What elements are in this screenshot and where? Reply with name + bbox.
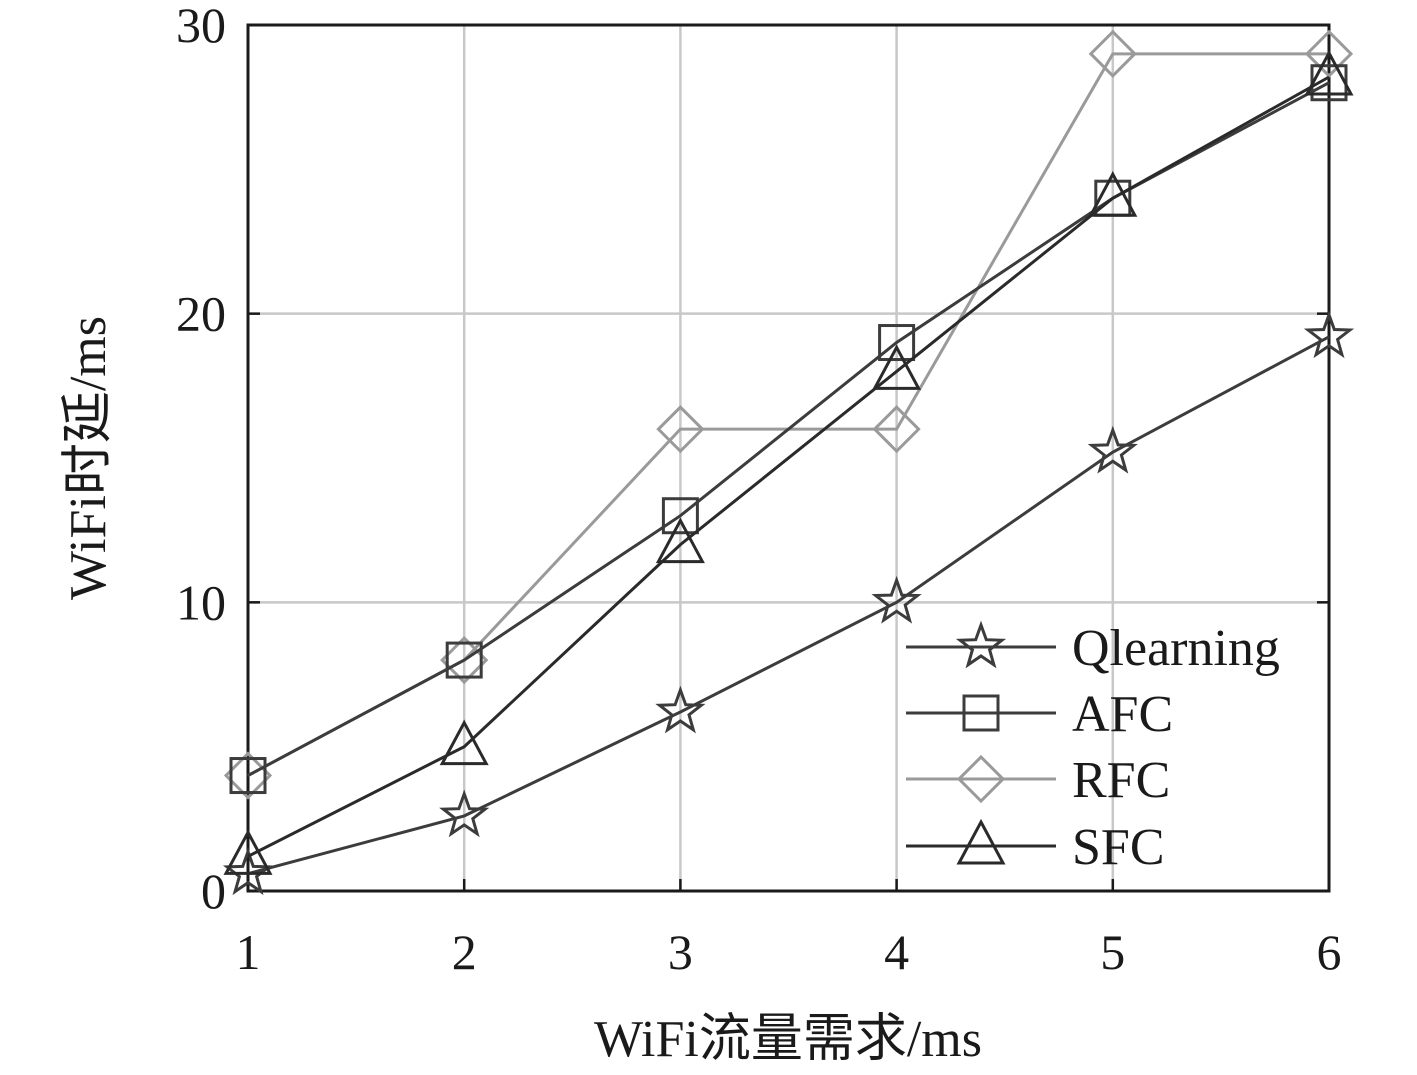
data-point-qlearning — [1303, 310, 1355, 359]
y-tick-label: 10 — [176, 574, 226, 630]
data-point-sfc — [1088, 171, 1138, 217]
legend-item-afc: AFC — [906, 686, 1173, 743]
data-point-qlearning — [871, 575, 922, 624]
plot-frame — [246, 23, 1331, 893]
x-tick-label: 3 — [668, 924, 693, 980]
legend-item-sfc: SFC — [906, 818, 1165, 876]
x-tick-label: 5 — [1100, 924, 1125, 980]
legend-label: AFC — [1072, 686, 1173, 743]
data-point-sfc — [223, 829, 273, 875]
data-point-qlearning — [222, 847, 274, 896]
x-axis-title: WiFi流量需求/ms — [594, 1011, 982, 1068]
series-sfc — [223, 49, 1354, 875]
data-point-qlearning — [439, 789, 490, 838]
data-point-rfc — [1088, 29, 1137, 78]
axis-ticks: 1 2 3 4 5 6 0 10 20 30 — [176, 0, 1342, 980]
data-point-afc — [445, 641, 483, 679]
data-point-rfc — [1304, 29, 1354, 78]
y-tick-label: 20 — [176, 286, 226, 342]
series-line-qlearning — [247, 335, 1330, 876]
y-tick-label: 0 — [201, 863, 226, 919]
series-line-sfc — [247, 75, 1330, 858]
data-point-qlearning — [655, 685, 706, 734]
x-tick-label: 6 — [1317, 924, 1342, 980]
data-point-afc — [229, 757, 267, 795]
x-tick-label: 2 — [452, 924, 477, 980]
data-point-qlearning — [1087, 425, 1138, 474]
legend-label: Qlearning — [1072, 620, 1280, 677]
data-point-sfc — [655, 517, 705, 564]
data-point-sfc — [1304, 49, 1354, 96]
legend-marker-star — [955, 620, 1007, 669]
data-point-afc — [878, 324, 916, 362]
x-tick-label: 1 — [236, 924, 261, 980]
y-axis-title: WiFi时延/ms — [60, 316, 117, 600]
legend-marker-diamond — [956, 754, 1006, 804]
legend-marker-square — [962, 694, 1000, 732]
data-point-sfc — [439, 719, 489, 766]
legend-label: SFC — [1072, 819, 1165, 876]
series-qlearning — [222, 310, 1355, 896]
x-tick-label: 4 — [884, 924, 909, 980]
series-group — [222, 29, 1355, 896]
data-point-sfc — [872, 344, 922, 390]
legend-label: RFC — [1072, 752, 1170, 809]
y-tick-label: 30 — [176, 0, 226, 53]
series-afc — [229, 64, 1348, 795]
data-point-afc — [661, 497, 699, 535]
legend-marker-triangle — [956, 818, 1006, 865]
data-point-rfc — [656, 405, 705, 454]
data-point-rfc — [440, 635, 489, 685]
legend-item-rfc: RFC — [906, 752, 1170, 809]
legend: Qlearning AFC RFC SFC — [906, 620, 1280, 876]
data-point-rfc — [872, 405, 921, 454]
legend-item-qlearning: Qlearning — [906, 620, 1280, 677]
